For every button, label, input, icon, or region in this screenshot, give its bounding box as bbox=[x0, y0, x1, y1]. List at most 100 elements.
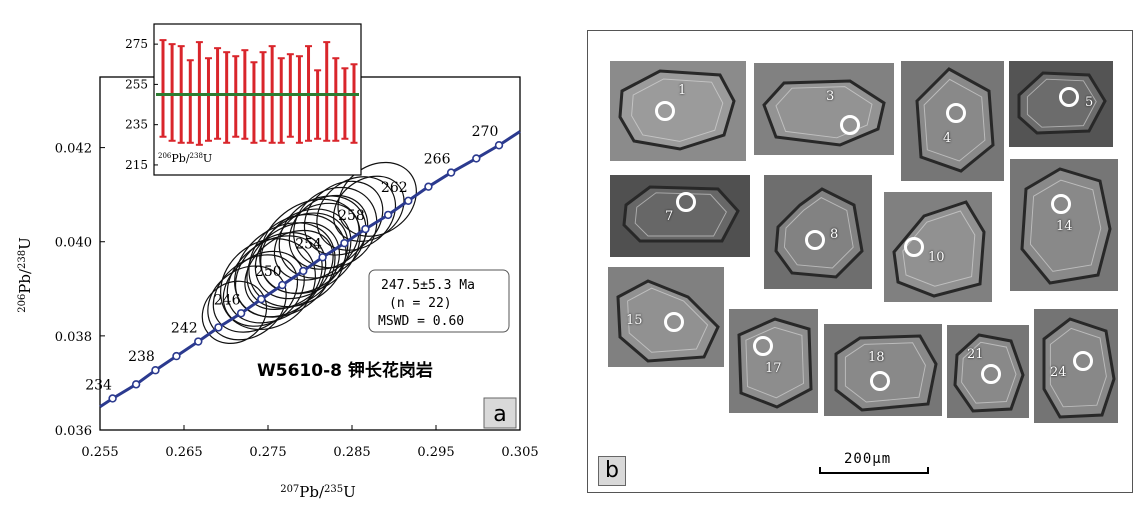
grain-number-label: 7 bbox=[665, 209, 674, 224]
zircon-grain-image: 10 bbox=[884, 192, 992, 302]
concordia-age-node bbox=[361, 224, 370, 234]
error-ellipse bbox=[254, 212, 349, 300]
concordia-age-node bbox=[472, 154, 481, 163]
concordia-age-node bbox=[424, 182, 433, 191]
result-box bbox=[368, 269, 510, 333]
analysis-spot-circle bbox=[655, 101, 675, 121]
x-tick-label: 0.265 bbox=[165, 445, 202, 460]
zircon-grain-zoning bbox=[902, 210, 976, 287]
zircon-grain-zoning bbox=[1026, 78, 1097, 128]
error-ellipse bbox=[278, 195, 367, 279]
zircon-grain-zoning bbox=[1049, 327, 1107, 408]
concordia-age-label: 234 bbox=[85, 377, 112, 393]
concordia-age-label: 254 bbox=[295, 236, 322, 252]
error-ellipse bbox=[333, 175, 405, 242]
zircon-grain-zoning bbox=[775, 86, 873, 139]
zircon-grain-zoning bbox=[961, 341, 1017, 404]
zircon-grain-shape bbox=[834, 334, 938, 412]
error-ellipse bbox=[244, 229, 334, 311]
zircon-grain-image: 8 bbox=[764, 175, 872, 289]
zircon-grain-image: 1 bbox=[610, 61, 746, 161]
zircon-grain-image: 18 bbox=[824, 324, 942, 416]
zircon-grain-zoning bbox=[844, 342, 926, 403]
inset-y-tick-label: 215 bbox=[125, 158, 148, 172]
concordia-age-node bbox=[299, 266, 308, 276]
error-ellipse bbox=[246, 221, 341, 309]
concordia-age-node bbox=[340, 238, 349, 248]
concordia-age-node bbox=[446, 168, 456, 177]
concordia-age-label: 242 bbox=[171, 321, 198, 337]
error-ellipse bbox=[273, 202, 360, 281]
analysis-spot-circle bbox=[664, 312, 684, 332]
grain-number-label: 10 bbox=[928, 250, 945, 265]
panel-b-letter: b bbox=[598, 456, 626, 486]
grain-number-label: 18 bbox=[868, 350, 885, 365]
concordia-age-label: 262 bbox=[381, 180, 408, 196]
zircon-grain-zoning bbox=[923, 78, 986, 162]
error-ellipse bbox=[234, 222, 336, 318]
x-axis-label: 207Pb/235U bbox=[280, 483, 356, 501]
error-ellipse bbox=[207, 265, 287, 341]
concordia-age-node bbox=[214, 323, 223, 332]
analysis-spot-circle bbox=[946, 103, 966, 123]
inset-y-axis: 275 255 235 215 bbox=[125, 37, 158, 172]
analysis-spot-circle bbox=[753, 336, 773, 356]
zircon-grain-image: 5 bbox=[1009, 61, 1113, 147]
zircon-grain-zoning bbox=[1029, 179, 1102, 272]
grain-number-label: 8 bbox=[830, 227, 839, 242]
scale-bar bbox=[819, 467, 929, 474]
analysis-spot-circle bbox=[676, 192, 696, 212]
grain-number-label: 17 bbox=[765, 361, 782, 376]
zircon-grain-shape bbox=[1020, 167, 1112, 285]
zircon-grain-zoning bbox=[783, 197, 854, 269]
concordia-age-label: 270 bbox=[472, 124, 499, 140]
concordia-age-label: 266 bbox=[424, 152, 451, 168]
concordia-age-node bbox=[108, 394, 117, 403]
error-ellipse bbox=[220, 238, 316, 331]
inset-chart: 275 255 235 215 206Pb/238U bbox=[125, 23, 362, 176]
result-mswd: MSWD = 0.60 bbox=[378, 314, 464, 329]
grain-number-label: 24 bbox=[1050, 365, 1067, 380]
concordia-age-label: 250 bbox=[255, 264, 282, 280]
x-tick-label: 0.285 bbox=[333, 445, 370, 460]
error-ellipses bbox=[201, 161, 417, 344]
concordia-age-node bbox=[278, 280, 287, 290]
grain-number-label: 1 bbox=[678, 83, 687, 98]
zircon-grain-zoning bbox=[745, 326, 804, 399]
zircon-cl-images-panel: 1 3 4 5 7 8 10 14 15 17 18 21 24 b 200μm bbox=[587, 30, 1133, 493]
concordia-chart: 0.255 0.265 0.275 0.285 0.295 0.305 0.0360.03… bbox=[16, 23, 539, 501]
zircon-grain-image: 3 bbox=[754, 63, 894, 155]
sample-label: W5610-8 钾长花岗岩 bbox=[257, 360, 433, 381]
concordia-age-node bbox=[318, 253, 327, 262]
error-ellipse bbox=[316, 176, 397, 251]
grain-number-label: 14 bbox=[1056, 219, 1073, 234]
grain-number-label: 15 bbox=[626, 313, 643, 328]
zircon-grain-shape bbox=[892, 200, 986, 298]
panel-a-letter: a bbox=[493, 402, 506, 427]
error-ellipse bbox=[293, 186, 378, 269]
concordia-age-label: 246 bbox=[214, 292, 241, 308]
concordia-age-node bbox=[131, 380, 141, 389]
inset-y-tick-label: 255 bbox=[125, 77, 148, 91]
concordia-age-node bbox=[257, 294, 266, 304]
grain-number-label: 4 bbox=[943, 131, 952, 146]
inset-y-tick-label: 275 bbox=[125, 37, 148, 51]
zircon-grain-shape bbox=[618, 69, 736, 151]
zircon-grain-shape bbox=[622, 185, 740, 243]
concordia-age-label: 258 bbox=[338, 208, 365, 224]
y-axis: 0.036 0.038 0.040 0.042 bbox=[55, 142, 105, 439]
result-n: (n = 22) bbox=[389, 296, 452, 311]
y-tick-label: 0.042 bbox=[55, 142, 92, 157]
concordia-age-node bbox=[404, 196, 413, 205]
analysis-spot-circle bbox=[805, 230, 825, 250]
grain-number-label: 3 bbox=[826, 89, 835, 104]
x-tick-label: 0.295 bbox=[417, 445, 454, 460]
concordia-age-label: 238 bbox=[128, 349, 155, 365]
zircon-grain-shape bbox=[762, 79, 886, 147]
analysis-spot-circle bbox=[1059, 87, 1079, 107]
y-tick-label: 0.040 bbox=[55, 236, 92, 251]
zircon-grain-image: 24 bbox=[1034, 309, 1118, 423]
zircon-grain-outline bbox=[892, 200, 986, 298]
x-axis: 0.255 0.265 0.275 0.285 0.295 0.305 bbox=[81, 425, 539, 460]
x-tick-label: 0.255 bbox=[81, 445, 118, 460]
